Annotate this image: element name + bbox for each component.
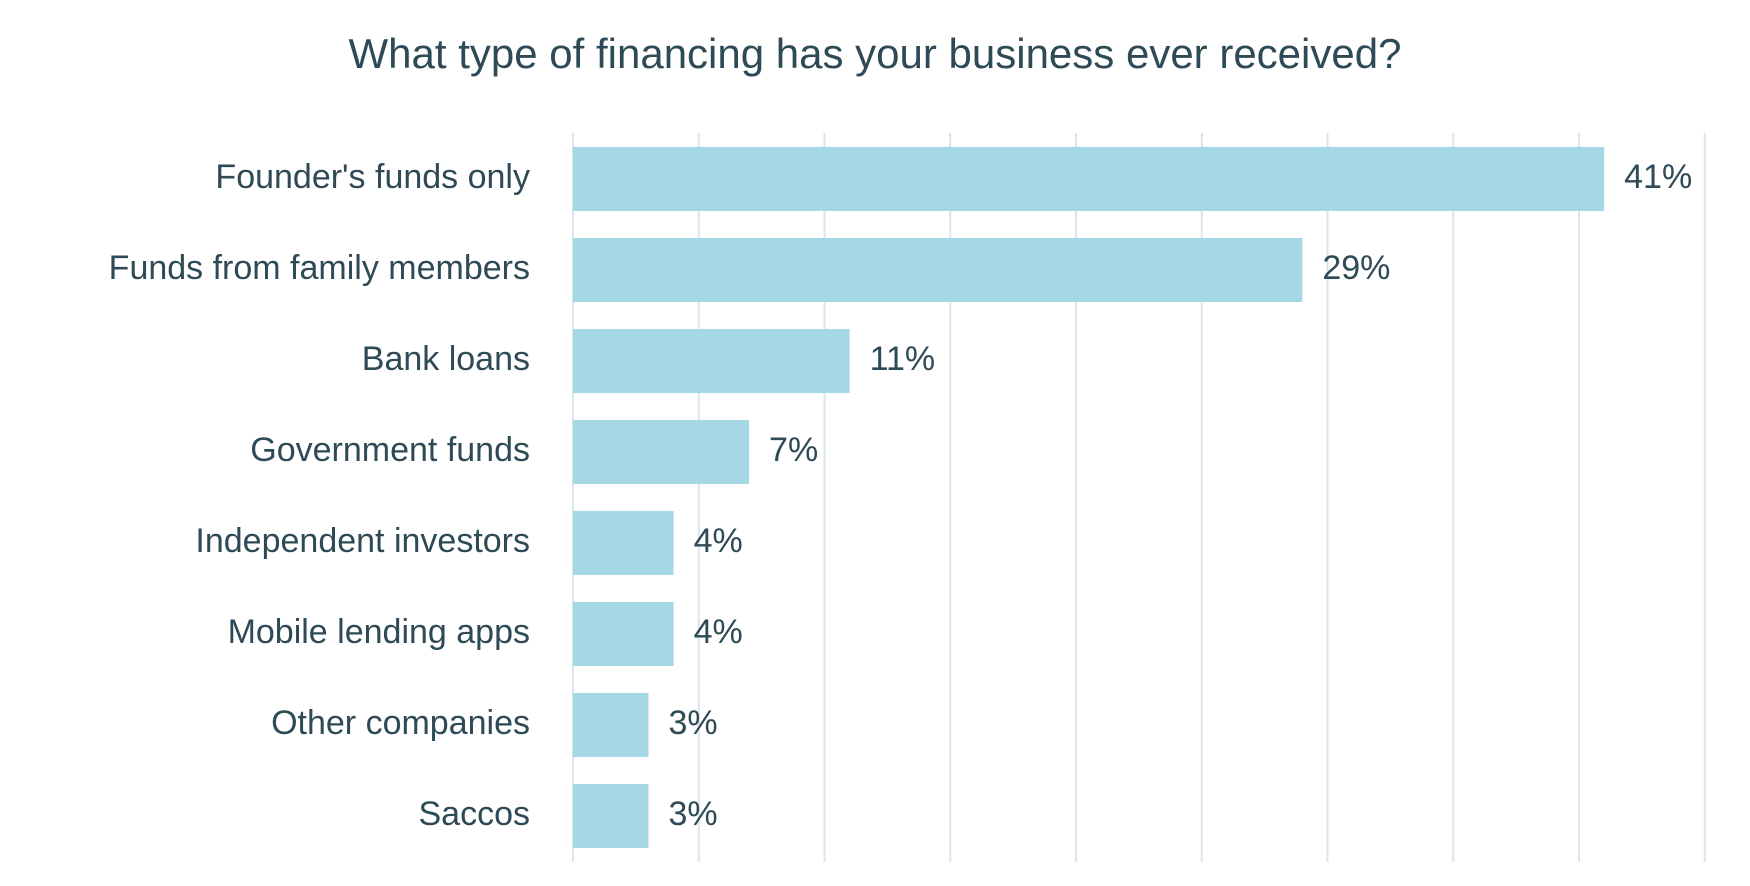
bar — [573, 238, 1303, 302]
bar — [573, 329, 850, 393]
data-label: 11% — [870, 340, 936, 378]
bar — [573, 784, 649, 848]
data-label: 3% — [668, 795, 717, 833]
category-label: Funds from family members — [109, 249, 530, 287]
category-label: Independent investors — [195, 522, 530, 560]
data-label: 41% — [1624, 158, 1692, 196]
bar — [573, 420, 750, 484]
bar — [573, 602, 674, 666]
data-label: 3% — [668, 704, 717, 742]
category-label: Founder's funds only — [215, 158, 530, 196]
bar — [573, 693, 649, 757]
category-label: Government funds — [250, 431, 530, 469]
category-label: Mobile lending apps — [228, 613, 530, 651]
category-label: Other companies — [271, 704, 530, 742]
data-label: 7% — [769, 431, 818, 469]
chart-title: What type of financing has your business… — [348, 30, 1402, 77]
data-label: 29% — [1322, 249, 1390, 287]
bar — [573, 147, 1605, 211]
category-label: Bank loans — [362, 340, 530, 378]
data-label: 4% — [694, 613, 743, 651]
category-label: Saccos — [419, 795, 531, 833]
bar — [573, 511, 674, 575]
data-label: 4% — [694, 522, 743, 560]
